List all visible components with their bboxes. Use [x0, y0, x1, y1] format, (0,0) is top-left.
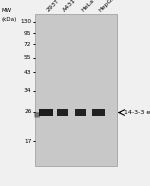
- Text: (kDa): (kDa): [2, 17, 17, 22]
- Text: MW: MW: [2, 8, 12, 13]
- Text: 95: 95: [24, 31, 32, 36]
- Text: 72: 72: [24, 42, 32, 47]
- Bar: [35, 14, 117, 166]
- Text: 130: 130: [20, 20, 32, 24]
- Text: HepG2: HepG2: [98, 0, 117, 13]
- FancyBboxPatch shape: [34, 112, 40, 118]
- Text: 55: 55: [24, 55, 32, 60]
- Bar: [75, 109, 86, 116]
- Text: 34: 34: [24, 88, 32, 93]
- Text: 43: 43: [24, 70, 32, 75]
- Text: 14-3-3 epsilon: 14-3-3 epsilon: [124, 110, 150, 115]
- Text: 293T: 293T: [46, 0, 60, 13]
- Bar: [92, 109, 105, 116]
- Text: 26: 26: [24, 109, 32, 114]
- Bar: [39, 109, 53, 116]
- Text: 17: 17: [24, 139, 32, 144]
- Text: HeLa: HeLa: [80, 0, 95, 13]
- Text: A431: A431: [62, 0, 77, 13]
- Bar: [57, 109, 68, 116]
